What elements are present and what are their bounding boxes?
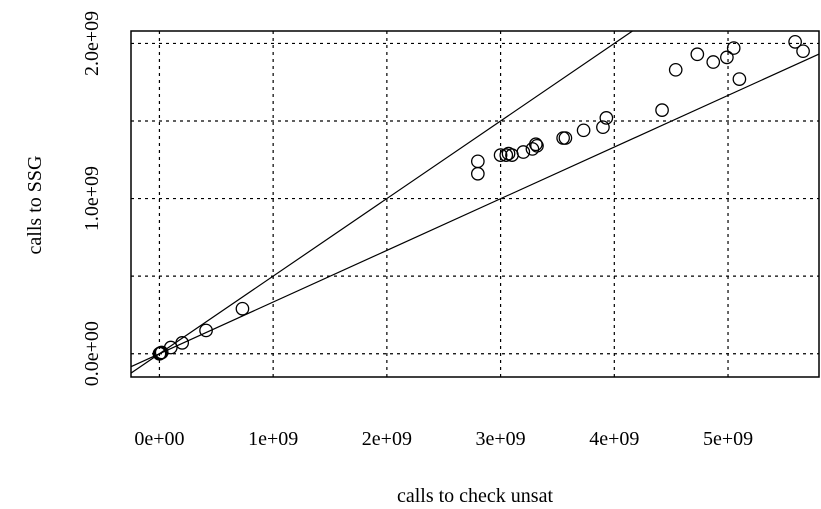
y-tick-label: 1.0e+09 (81, 166, 103, 231)
data-point (655, 103, 669, 117)
data-point (163, 340, 178, 355)
y-tick-label: 0.0e+00 (81, 321, 103, 386)
reference-line (131, 31, 634, 374)
data-point (599, 111, 614, 125)
x-tick-label: 3e+09 (476, 428, 526, 450)
data-point (788, 35, 802, 49)
data-point (690, 47, 705, 62)
y-tick-label: 2.0e+09 (81, 11, 103, 76)
data-point (235, 301, 250, 316)
grid-lines (131, 31, 819, 377)
data-point (732, 72, 747, 86)
data-point (530, 138, 544, 153)
data-point (576, 123, 591, 138)
data-points (152, 35, 810, 361)
data-point (596, 120, 610, 135)
data-point (499, 148, 514, 162)
data-point (516, 145, 531, 159)
plot-frame (130, 30, 820, 378)
data-point (558, 131, 573, 145)
y-axis-ticks: 0.0e+00 1.0e+09 2.0e+09 (81, 11, 103, 386)
reference-line (131, 53, 819, 368)
data-point (706, 55, 721, 69)
data-point (175, 336, 190, 350)
x-tick-label: 4e+09 (589, 428, 639, 450)
x-tick-label: 5e+09 (703, 428, 753, 450)
data-point (668, 62, 683, 77)
data-point (525, 142, 540, 156)
data-point (199, 323, 213, 338)
y-axis-label: calls to SSG (24, 156, 46, 255)
data-point (720, 50, 734, 65)
data-point (493, 148, 508, 162)
x-tick-label: 0e+00 (134, 428, 184, 450)
data-point (470, 166, 485, 181)
x-axis-label: calls to check unsat (397, 485, 553, 507)
x-tick-label: 2e+09 (362, 428, 412, 450)
data-point (470, 154, 485, 169)
data-point (726, 41, 741, 55)
x-tick-label: 1e+09 (248, 428, 298, 450)
data-point (528, 137, 543, 152)
data-point (796, 44, 810, 59)
x-axis-ticks: 0e+00 1e+09 2e+09 3e+09 4e+09 5e+09 (134, 428, 753, 450)
